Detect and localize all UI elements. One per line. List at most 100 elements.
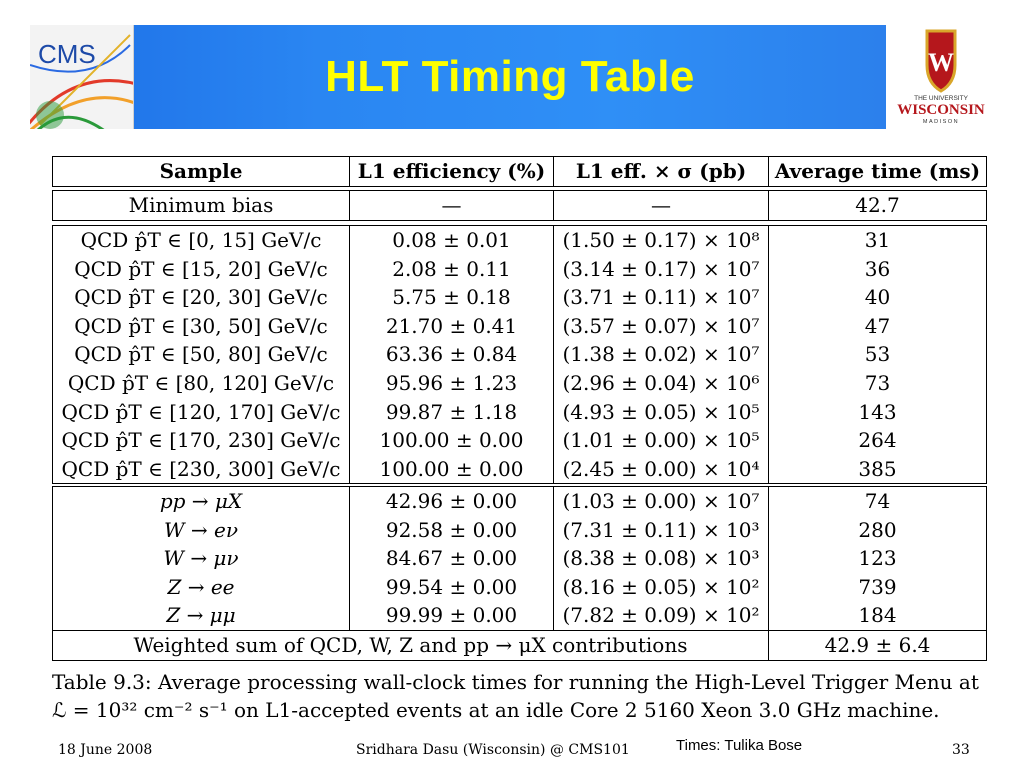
time-cell: 123 (858, 546, 897, 571)
minbias-xsec: — (554, 191, 769, 220)
title-banner (30, 25, 996, 129)
eff-cell: 99.54 ± 0.00 (350, 572, 554, 602)
header-average-time: Average time (ms) (774, 159, 981, 183)
weighted-sum-row: Weighted sum of QCD, W, Z and pp → μX co… (53, 629, 986, 660)
xsec-cell: (8.38 ± 0.08) × 10³ (554, 544, 769, 573)
table-row: Z → μμ 99.99 ± 0.00 (7.82 ± 0.09) × 10² … (53, 601, 986, 630)
header-sample: Sample (53, 157, 350, 186)
table-row: pp → μX 42.96 ± 0.00 (1.03 ± 0.00) × 10⁷… (53, 487, 986, 516)
table-row: QCD p̂T ∈ [20, 30] GeV/c 5.75 ± 0.18 (3.… (53, 283, 986, 312)
sample-cell: QCD p̂T ∈ [30, 50] GeV/c (53, 311, 350, 341)
svg-text:CMS: CMS (38, 39, 96, 69)
sample-cell: QCD p̂T ∈ [20, 30] GeV/c (53, 283, 350, 312)
xsec-cell: (7.82 ± 0.09) × 10² (554, 601, 769, 630)
time-cell: 53 (864, 342, 891, 367)
header-l1-efficiency: L1 efficiency (%) (350, 157, 554, 186)
sample-cell: QCD p̂T ∈ [80, 120] GeV/c (53, 368, 350, 398)
cms-logo: CMS (30, 25, 134, 129)
sample-cell: QCD p̂T ∈ [120, 170] GeV/c (53, 397, 350, 427)
footer-date: 18 June 2008 (58, 742, 153, 758)
sample-cell: QCD p̂T ∈ [0, 15] GeV/c (53, 226, 350, 255)
eff-cell: 100.00 ± 0.00 (350, 454, 554, 484)
table-row: QCD p̂T ∈ [15, 20] GeV/c 2.08 ± 0.11 (3.… (53, 254, 986, 284)
eff-cell: 99.87 ± 1.18 (350, 397, 554, 427)
svg-text:MADISON: MADISON (923, 119, 959, 125)
time-cell: 31 (864, 228, 891, 252)
time-cell: 264 (858, 428, 897, 453)
sample-cell: pp → μX (53, 487, 350, 516)
minbias-eff: — (350, 191, 554, 220)
slide-title: HLT Timing Table (325, 52, 695, 101)
eff-cell: 100.00 ± 0.00 (350, 426, 554, 455)
eff-cell: 2.08 ± 0.11 (350, 254, 554, 284)
weighted-sum-time: 42.9 ± 6.4 (824, 632, 931, 657)
time-cell: 40 (864, 285, 891, 310)
time-cell: 74 (864, 489, 891, 513)
table-row: QCD p̂T ∈ [120, 170] GeV/c 99.87 ± 1.18 … (53, 397, 986, 427)
header-l1-eff-xsec: L1 eff. × σ (pb) (554, 157, 769, 186)
eff-cell: 5.75 ± 0.18 (350, 283, 554, 312)
xsec-cell: (3.71 ± 0.11) × 10⁷ (554, 283, 769, 312)
time-cell: 73 (864, 370, 891, 395)
minbias-time: 42.7 (855, 193, 900, 217)
table-caption: Table 9.3: Average processing wall-clock… (52, 668, 1002, 724)
minbias-sample: Minimum bias (53, 191, 350, 220)
sample-cell: Z → ee (53, 572, 350, 602)
eff-cell: 0.08 ± 0.01 (350, 226, 554, 255)
svg-text:WISCONSIN: WISCONSIN (897, 102, 985, 118)
xsec-cell: (4.93 ± 0.05) × 10⁵ (554, 397, 769, 427)
xsec-cell: (3.14 ± 0.17) × 10⁷ (554, 254, 769, 284)
table-row: QCD p̂T ∈ [30, 50] GeV/c 21.70 ± 0.41 (3… (53, 311, 986, 341)
sample-cell: QCD p̂T ∈ [15, 20] GeV/c (53, 254, 350, 284)
xsec-cell: (2.45 ± 0.00) × 10⁴ (554, 454, 769, 484)
xsec-cell: (8.16 ± 0.05) × 10² (554, 572, 769, 602)
sample-cell: W → μν (53, 544, 350, 573)
eff-cell: 84.67 ± 0.00 (350, 544, 554, 573)
eff-cell: 42.96 ± 0.00 (350, 487, 554, 516)
weighted-sum-label: Weighted sum of QCD, W, Z and pp → μX co… (53, 630, 769, 660)
time-cell: 184 (858, 603, 897, 628)
xsec-cell: (3.57 ± 0.07) × 10⁷ (554, 311, 769, 341)
eff-cell: 95.96 ± 1.23 (350, 368, 554, 398)
minbias-section: Minimum bias — — 42.7 (52, 190, 987, 221)
xsec-cell: (7.31 ± 0.11) × 10³ (554, 515, 769, 545)
time-cell: 143 (858, 399, 897, 424)
table-row: QCD p̂T ∈ [0, 15] GeV/c 0.08 ± 0.01 (1.5… (53, 226, 986, 255)
table-header: Sample L1 efficiency (%) L1 eff. × σ (pb… (52, 156, 987, 187)
table-row: W → μν 84.67 ± 0.00 (8.38 ± 0.08) × 10³ … (53, 544, 986, 573)
uw-logo: W THE UNIVERSITY WISCONSIN MADISON (886, 25, 996, 129)
ewk-section: pp → μX 42.96 ± 0.00 (1.03 ± 0.00) × 10⁷… (52, 486, 987, 661)
footer-presenter: Sridhara Dasu (Wisconsin) @ CMS101 (356, 742, 630, 758)
xsec-cell: (1.38 ± 0.02) × 10⁷ (554, 340, 769, 369)
svg-text:THE UNIVERSITY: THE UNIVERSITY (914, 95, 968, 102)
eff-cell: 63.36 ± 0.84 (350, 340, 554, 369)
caption-line-1: Table 9.3: Average processing wall-clock… (52, 670, 979, 694)
xsec-cell: (1.01 ± 0.00) × 10⁵ (554, 426, 769, 455)
sample-cell: QCD p̂T ∈ [50, 80] GeV/c (53, 340, 350, 369)
time-cell: 47 (864, 313, 891, 338)
footer-credit: Times: Tulika Bose (676, 737, 803, 754)
sample-cell: QCD p̂T ∈ [170, 230] GeV/c (53, 426, 350, 455)
sample-cell: W → eν (53, 515, 350, 545)
time-cell: 385 (858, 456, 897, 481)
eff-cell: 21.70 ± 0.41 (350, 311, 554, 341)
table-row: W → eν 92.58 ± 0.00 (7.31 ± 0.11) × 10³ … (53, 515, 986, 545)
table-row: QCD p̂T ∈ [80, 120] GeV/c 95.96 ± 1.23 (… (53, 368, 986, 398)
time-cell: 36 (864, 256, 891, 281)
table-row: QCD p̂T ∈ [170, 230] GeV/c 100.00 ± 0.00… (53, 426, 986, 455)
xsec-cell: (1.50 ± 0.17) × 10⁸ (554, 226, 769, 255)
table-row: Z → ee 99.54 ± 0.00 (8.16 ± 0.05) × 10² … (53, 572, 986, 602)
table-row: QCD p̂T ∈ [230, 300] GeV/c 100.00 ± 0.00… (53, 454, 986, 484)
svg-text:W: W (928, 48, 954, 77)
xsec-cell: (2.96 ± 0.04) × 10⁶ (554, 368, 769, 398)
xsec-cell: (1.03 ± 0.00) × 10⁷ (554, 487, 769, 516)
time-cell: 280 (858, 517, 897, 542)
sample-cell: Z → μμ (53, 601, 350, 630)
eff-cell: 99.99 ± 0.00 (350, 601, 554, 630)
sample-cell: QCD p̂T ∈ [230, 300] GeV/c (53, 454, 350, 484)
page-number: 33 (952, 742, 970, 758)
eff-cell: 92.58 ± 0.00 (350, 515, 554, 545)
table-row: QCD p̂T ∈ [50, 80] GeV/c 63.36 ± 0.84 (1… (53, 340, 986, 369)
time-cell: 739 (858, 574, 897, 599)
caption-line-2: ℒ = 10³² cm⁻² s⁻¹ on L1-accepted events … (52, 698, 940, 722)
